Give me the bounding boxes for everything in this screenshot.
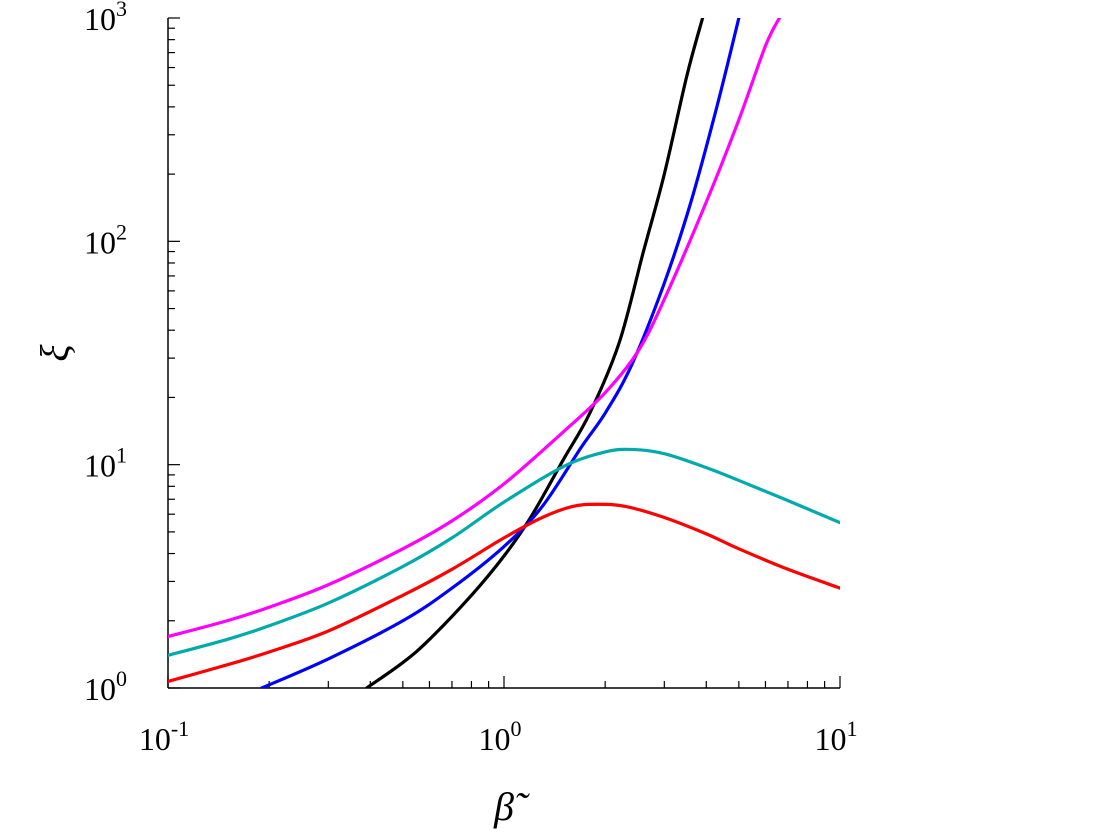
axes: 10-1 100 101 100 101 102 103 [84,0,858,757]
x-tick-label: 101 [815,716,858,757]
y-axis-label: ξ [32,344,77,362]
y-tick-label: 101 [84,443,127,484]
x-tick-label: 100 [479,716,522,757]
x-axis-label: β̃ [493,784,530,829]
series-line-3 [168,18,781,639]
series-line-5 [168,502,840,684]
series-line-1 [365,18,705,688]
series-group [168,18,840,688]
series-line-4 [168,447,840,657]
series-line-2 [260,18,741,688]
x-tick-label: 10-1 [139,716,189,757]
y-tick-label: 100 [84,666,127,707]
y-tick-label: 103 [84,0,127,37]
y-tick-label: 102 [84,219,127,260]
